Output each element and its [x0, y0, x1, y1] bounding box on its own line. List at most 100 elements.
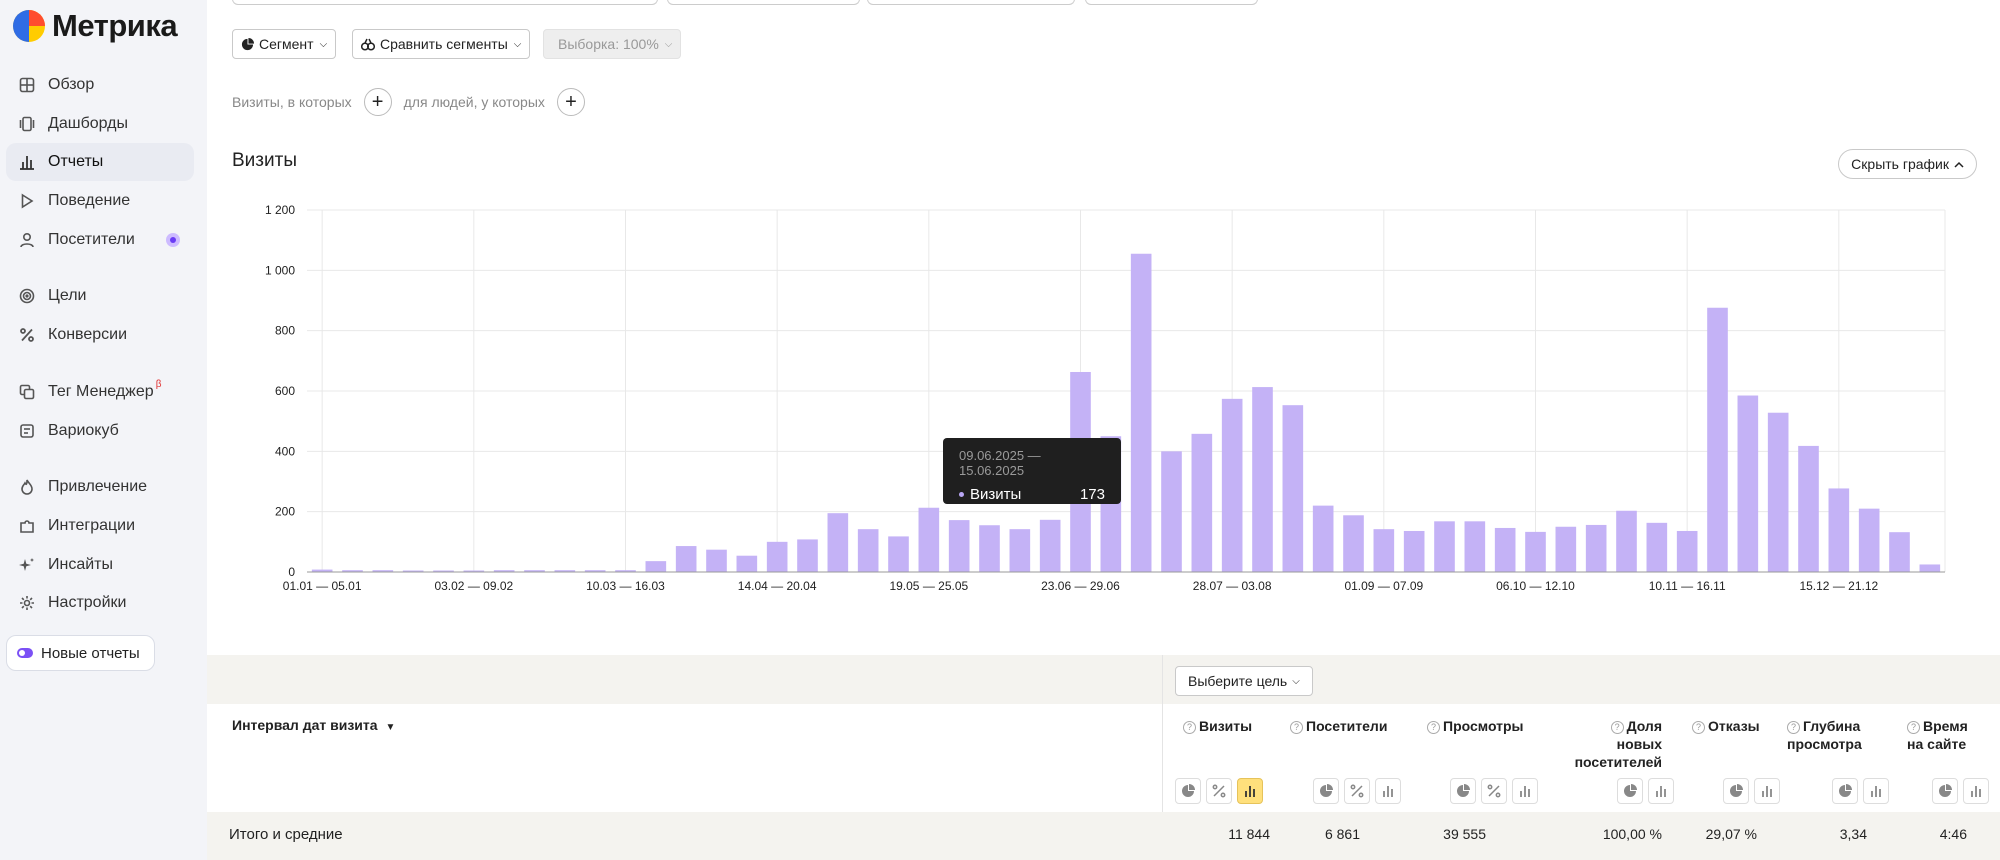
- top-toolbar-stub[interactable]: [867, 0, 1075, 5]
- bar-chart-view-button[interactable]: [1512, 778, 1538, 804]
- sparkle-icon: [18, 556, 36, 574]
- compare-segments-button[interactable]: Сравнить сегменты ⌵: [352, 29, 531, 59]
- total-time: 4:46: [1939, 826, 1967, 842]
- bar: [1191, 433, 1213, 572]
- column-header-new-visitors[interactable]: ? Доля новых посетителей: [1574, 718, 1662, 770]
- column-header-time[interactable]: ? Время на сайте: [1907, 718, 1968, 752]
- column-header-visits[interactable]: ? Визиты: [1183, 717, 1252, 735]
- play-icon: [18, 192, 36, 210]
- bar-chart-view-button[interactable]: [1648, 778, 1674, 804]
- pie-chart-view-button[interactable]: [1313, 778, 1339, 804]
- section-title: Визиты: [232, 150, 297, 171]
- visits-filter-label: Визиты, в которых: [232, 94, 352, 110]
- help-icon[interactable]: ?: [1610, 721, 1624, 734]
- hide-chart-button[interactable]: Скрыть график: [1838, 149, 1977, 179]
- bar: [857, 529, 879, 572]
- sidebar-item-overview[interactable]: Обзор: [6, 66, 194, 104]
- bar-chart-view-button[interactable]: [1754, 778, 1780, 804]
- x-tick-label: 10.11 — 16.11: [1649, 579, 1726, 593]
- help-icon[interactable]: ?: [1692, 721, 1705, 734]
- column-header-pageviews[interactable]: ? Просмотры: [1427, 717, 1524, 735]
- bar-chart-view-button[interactable]: [1863, 778, 1889, 804]
- bar: [1737, 395, 1759, 572]
- bar: [1676, 530, 1698, 572]
- segment-label: Сегмент: [259, 36, 314, 52]
- choose-goal-button[interactable]: Выберите цель ⌵: [1175, 666, 1313, 696]
- new-reports-toggle[interactable]: Новые отчеты: [6, 635, 155, 671]
- bar: [1494, 527, 1516, 572]
- top-toolbar-stub[interactable]: [232, 0, 658, 5]
- top-toolbar-stub[interactable]: [667, 0, 860, 5]
- column-header-bounces[interactable]: ? Отказы: [1692, 717, 1760, 735]
- help-icon[interactable]: ?: [1290, 721, 1303, 734]
- percent-view-button[interactable]: [1344, 778, 1370, 804]
- bar: [797, 539, 818, 572]
- visits-bar-chart: 0 200 400 600 800 1 000 1 200 01.01 — 05.01 03.0…: [265, 203, 1946, 593]
- percent-view-button[interactable]: [1481, 778, 1507, 804]
- compare-label: Сравнить сегменты: [380, 36, 508, 52]
- pie-chart-view-button[interactable]: [1932, 778, 1958, 804]
- column-header-depth[interactable]: ? Глубина просмотра: [1787, 718, 1862, 752]
- variocube-icon: [18, 422, 36, 440]
- compare-icon: [361, 38, 375, 51]
- pie-chart-view-button[interactable]: [1723, 778, 1749, 804]
- segment-button[interactable]: Сегмент ⌵: [232, 29, 337, 59]
- sidebar-item-insights[interactable]: Инсайты: [6, 546, 194, 584]
- bar: [675, 546, 697, 572]
- pie-chart-view-button[interactable]: [1617, 778, 1643, 804]
- sidebar: Метрика Обзор Дашборды Отчеты Поведение …: [0, 0, 207, 860]
- bar: [524, 570, 545, 572]
- dimension-header[interactable]: Интервал дат визита ▼: [232, 717, 395, 733]
- bar: [827, 513, 849, 572]
- pie-chart-view-button[interactable]: [1450, 778, 1476, 804]
- column-header-visitors[interactable]: ? Посетители: [1290, 717, 1387, 735]
- sidebar-item-variocube[interactable]: Вариокуб: [6, 412, 194, 450]
- help-icon[interactable]: ?: [1787, 721, 1800, 734]
- sidebar-nav: Обзор Дашборды Отчеты Поведение Посетите…: [6, 66, 194, 623]
- metrika-logo-icon: [12, 9, 46, 43]
- bar: [1161, 451, 1182, 572]
- sidebar-item-label: Инсайты: [48, 555, 113, 573]
- help-icon[interactable]: ?: [1427, 721, 1440, 734]
- add-visit-filter-button[interactable]: +: [363, 88, 392, 116]
- x-tick-label: 01.01 — 05.01: [283, 579, 362, 593]
- top-toolbar-stub[interactable]: [1085, 0, 1258, 5]
- sidebar-item-visitors[interactable]: Посетители: [6, 221, 194, 259]
- sidebar-item-acquisition[interactable]: Привлечение: [6, 468, 194, 506]
- column-divider: [1162, 655, 1163, 860]
- bar: [1707, 307, 1728, 572]
- pie-chart-view-button[interactable]: [1175, 778, 1201, 804]
- y-tick-label: 800: [275, 324, 295, 338]
- bar-chart-view-button[interactable]: [1237, 778, 1263, 804]
- sidebar-item-settings[interactable]: Настройки: [6, 584, 194, 622]
- sidebar-item-label: Вариокуб: [48, 421, 119, 439]
- sidebar-item-reports[interactable]: Отчеты: [6, 143, 194, 182]
- pie-chart-view-button[interactable]: [1832, 778, 1858, 804]
- percent-view-button[interactable]: [1206, 778, 1232, 804]
- bar-chart-view-button[interactable]: [1963, 778, 1989, 804]
- bar: [1343, 515, 1364, 572]
- help-icon[interactable]: ?: [1183, 721, 1196, 734]
- chevron-down-icon: ⌵: [319, 38, 328, 50]
- help-icon[interactable]: ?: [1907, 721, 1920, 734]
- bar: [342, 570, 363, 572]
- sidebar-item-goals[interactable]: Цели: [6, 277, 194, 315]
- x-tick-label: 15.12 — 21.12: [1799, 579, 1878, 593]
- metrika-logo[interactable]: Метрика: [12, 8, 178, 44]
- add-people-filter-button[interactable]: +: [556, 88, 585, 116]
- sample-button[interactable]: Выборка: 100% ⌵: [543, 29, 682, 59]
- bar: [1403, 530, 1425, 572]
- sidebar-item-conversions[interactable]: Конверсии: [6, 316, 194, 354]
- bar: [1282, 405, 1304, 572]
- bar: [1009, 529, 1031, 572]
- dimension-label: Интервал дат визита: [232, 717, 378, 733]
- x-tick-label: 10.03 — 16.03: [586, 579, 665, 593]
- sidebar-item-behavior[interactable]: Поведение: [6, 182, 194, 220]
- sidebar-item-label: Дашборды: [48, 114, 128, 132]
- bar-chart-view-button[interactable]: [1375, 778, 1401, 804]
- grid-icon: [18, 76, 36, 94]
- sidebar-item-tag-manager[interactable]: Тег Менеджер β: [6, 373, 194, 411]
- sidebar-item-integrations[interactable]: Интеграции: [6, 507, 194, 545]
- sidebar-item-dashboards[interactable]: Дашборды: [6, 105, 194, 143]
- totals-row: [207, 812, 2000, 860]
